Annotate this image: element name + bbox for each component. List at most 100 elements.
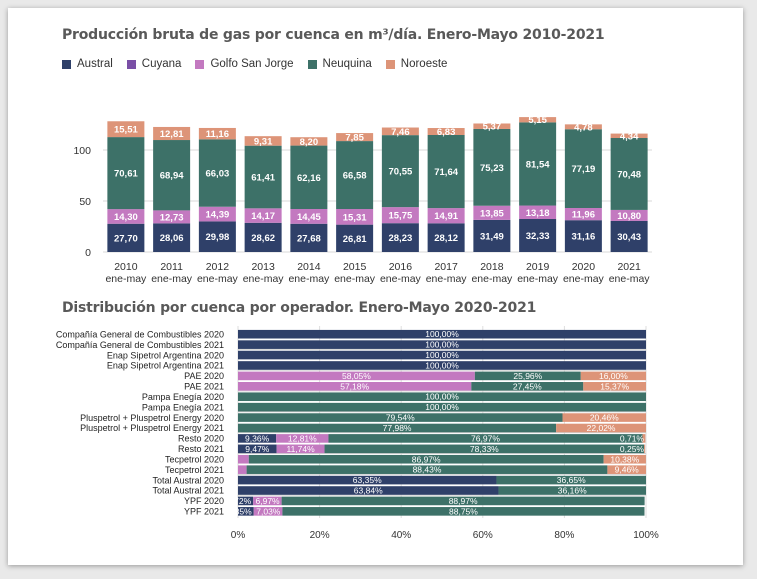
hbar-label-golfo-san-jorge-16: 6,97% [256,496,281,506]
category-label: Total Austral 2021 [152,486,224,496]
x-tick-label: 40% [391,530,411,541]
data-label-noroeste-6: 7,46 [391,127,410,138]
data-label-noroeste-8: 5,37 [483,122,502,133]
x-tick-label: 0% [231,530,246,541]
bar-segment-neuquina-8 [473,128,511,206]
category-label: Resto 2020 [178,434,224,444]
hbar-label-noroeste-13: 9,46% [615,465,640,475]
data-label-austral-1: 28,06 [160,233,184,244]
hbar-segment-austral-16 [238,496,254,506]
hbar-segment-golfo-san-jorge-11 [276,444,325,454]
bar-segment-golfo-san-jorge-3 [244,208,282,223]
data-label-austral-8: 31,49 [480,231,504,242]
hbar-label-neuquina-4: 25,96% [513,371,542,381]
data-label-golfo-san-jorge-10: 11,96 [572,210,595,221]
category-label: PAE 2020 [184,371,224,381]
bar-segment-noroeste-4 [290,137,328,146]
hbar-segment-austral-1 [238,340,646,349]
hbar-segment-neuquina-4 [474,371,581,381]
data-label-austral-2: 29,98 [205,232,229,243]
legend-label-noroeste: Noroeste [400,58,448,70]
hbar-segment-noroeste-11 [644,444,646,454]
y-tick-label: 100 [73,145,91,157]
bar-segment-noroeste-7 [427,128,465,135]
x-tick-label-period: ene-may [563,273,605,285]
data-label-neuquina-5: 66,58 [343,171,367,182]
hbar-segment-austral-10 [238,434,277,443]
bar-segment-neuquina-7 [427,134,465,209]
hbar-segment-neuquina-9 [238,423,557,433]
data-label-golfo-san-jorge-8: 13,85 [480,208,504,219]
data-label-golfo-san-jorge-3: 14,17 [251,211,275,222]
hbar-segment-noroeste-12 [603,454,646,464]
bar-segment-golfo-san-jorge-2 [198,206,236,222]
bar-segment-golfo-san-jorge-9 [519,205,557,220]
x-tick-label-period: ene-may [243,273,285,285]
x-tick-label-period: ene-may [151,273,193,285]
data-label-golfo-san-jorge-4: 14,45 [297,212,321,223]
hbar-label-austral-15: 63,84% [354,486,383,496]
hbar-label-noroeste-5: 15,37% [600,381,629,391]
x-tick-label-period: ene-may [426,273,468,285]
data-label-austral-6: 28,23 [388,233,412,244]
x-tick-label-year: 2017 [434,261,458,273]
hbar-segment-neuquina-13 [246,465,608,474]
hbar-label-austral-1: 100,00% [425,340,459,350]
hbar-segment-neuquina-8 [238,413,563,422]
chart-title-distribution: Distribución por cuenca por operador. En… [62,300,537,316]
x-tick-label-year: 2011 [160,261,183,273]
bar-segment-austral-1 [153,223,191,252]
hbar-label-noroeste-12: 10,38% [610,454,639,464]
legend-label-cuyana: Cuyana [141,58,182,70]
y-tick-label: 0 [85,247,91,259]
data-label-austral-3: 28,62 [251,233,275,244]
hbar-label-noroeste-11: 0,25% [620,444,645,454]
legend-item-noroeste: Noroeste [385,58,448,70]
x-tick-label-year: 2012 [206,261,230,273]
x-tick-label-year: 2014 [297,261,321,273]
bar-segment-golfo-san-jorge-11 [610,209,648,221]
legend-swatch-cuyana [126,59,136,69]
hbar-segment-golfo-san-jorge-13 [238,465,247,474]
hbar-segment-austral-17 [238,507,254,516]
bar-segment-neuquina-10 [564,129,602,208]
hbar-label-austral-10: 9,36% [245,433,270,443]
hbar-label-austral-11: 9,47% [245,444,270,454]
bar-segment-neuquina-2 [198,139,236,207]
legend-item-golfo-san-jorge: Golfo San Jorge [195,58,294,70]
legend-label-austral: Austral [77,58,113,70]
hbar-segment-neuquina-12 [248,454,604,464]
bar-segment-neuquina-4 [290,145,328,210]
hbar-segment-neuquina-10 [328,434,643,443]
data-label-neuquina-1: 68,94 [160,171,184,182]
hbar-label-neuquina-12: 86,97% [412,454,441,464]
legend-item-cuyana: Cuyana [126,58,182,70]
category-label: Pampa Enegía 2021 [142,402,224,412]
bar-segment-golfo-san-jorge-5 [336,209,374,225]
x-tick-label-year: 2021 [617,261,641,273]
bar-segment-neuquina-9 [519,122,557,206]
x-tick-label-period: ene-may [380,273,422,285]
hbar-label-austral-17: 3,85% [228,506,253,516]
hbar-segment-golfo-san-jorge-17 [253,507,283,516]
hbar-label-austral-0: 100,00% [425,329,459,339]
bar-segment-golfo-san-jorge-4 [290,209,328,224]
hbar-label-neuquina-16: 88,97% [449,496,478,506]
hbar-segment-noroeste-5 [583,382,646,391]
data-label-noroeste-9: 5,15 [528,115,547,126]
data-label-golfo-san-jorge-0: 14,30 [114,212,138,223]
x-tick-label-year: 2015 [343,261,367,273]
hbar-segment-neuquina-6 [238,392,646,402]
hbar-label-neuquina-13: 88,43% [413,465,442,475]
hbar-segment-neuquina-15 [498,486,646,495]
legend-swatch-noroeste [385,59,395,69]
x-tick-label-period: ene-may [334,273,376,285]
data-label-golfo-san-jorge-5: 15,31 [343,212,367,223]
hbar-segment-austral-11 [238,444,277,454]
category-label: Compañía General de Combustibles 2021 [56,340,224,350]
bar-segment-austral-7 [427,223,465,252]
hbar-label-noroeste-8: 20,46% [590,413,619,423]
hbar-label-austral-16: 3,72% [227,496,252,506]
